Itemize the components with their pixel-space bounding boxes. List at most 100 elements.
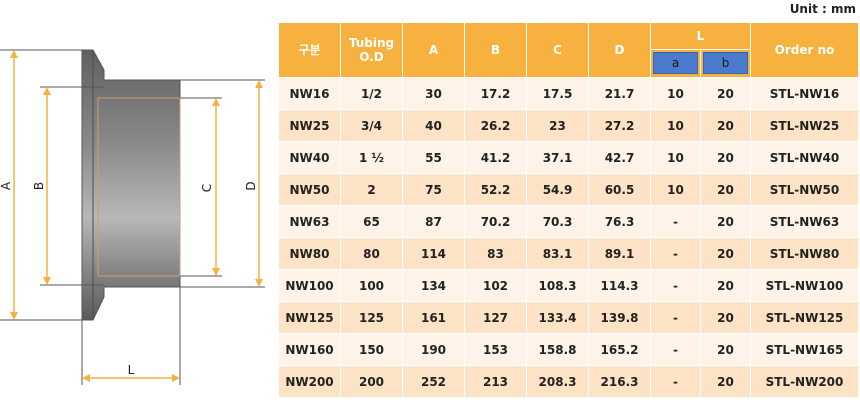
cell-tubing: 100 — [340, 269, 403, 302]
dimension-label-a: A — [0, 181, 13, 190]
cell-d: 89.1 — [588, 237, 651, 270]
cell-type: NW100 — [278, 269, 341, 302]
dimension-lines — [10, 50, 263, 382]
cell-order: STL-NW40 — [750, 141, 859, 174]
cell-la: - — [650, 333, 701, 366]
cell-b: 213 — [464, 365, 527, 398]
cell-b: 127 — [464, 301, 527, 334]
cell-order: STL-NW125 — [750, 301, 859, 334]
table-row: NW16 1/2 30 17.2 17.5 21.7 10 20 STL-NW16 — [278, 77, 859, 110]
header-tubing-od: Tubing O.D — [340, 22, 403, 78]
cell-a: 134 — [402, 269, 465, 302]
header-b: B — [464, 22, 527, 78]
header-l-b: b — [700, 49, 751, 78]
cell-type: NW200 — [278, 365, 341, 398]
table-row: NW63 65 87 70.2 70.3 76.3-20 STL-NW63 — [278, 205, 859, 238]
cell-lb: 20 — [700, 237, 751, 270]
cell-order: STL-NW165 — [750, 333, 859, 366]
cell-a: 55 — [402, 141, 465, 174]
cell-lb: 20 — [700, 333, 751, 366]
cell-lb: 20 — [700, 269, 751, 302]
cell-tubing: 1/2 — [340, 77, 403, 110]
cell-lb: 20 — [700, 365, 751, 398]
cell-type: NW80 — [278, 237, 341, 270]
table-row: NW80 80 114 83 83.1 89.1-20 STL-NW80 — [278, 237, 859, 270]
cell-d: 216.3 — [588, 365, 651, 398]
cell-a: 30 — [402, 77, 465, 110]
cell-b: 41.2 — [464, 141, 527, 174]
cell-d: 21.7 — [588, 77, 651, 110]
header-d: D — [588, 22, 651, 78]
cell-c: 133.4 — [526, 301, 589, 334]
cell-lb: 20 — [700, 109, 751, 142]
cell-type: NW160 — [278, 333, 341, 366]
cell-la: - — [650, 365, 701, 398]
ferrule-body — [81, 49, 181, 321]
cell-b: 26.2 — [464, 109, 527, 142]
cell-type: NW40 — [278, 141, 341, 174]
cell-b: 83 — [464, 237, 527, 270]
table-row: NW125 125 161 127 133.4 139.8-20 STL-NW125 — [278, 301, 859, 334]
cell-b: 52.2 — [464, 173, 527, 206]
cell-b: 153 — [464, 333, 527, 366]
cell-c: 158.8 — [526, 333, 589, 366]
dimension-label-l: L — [128, 363, 135, 377]
cell-type: NW50 — [278, 173, 341, 206]
cell-lb: 20 — [700, 173, 751, 206]
cell-type: NW125 — [278, 301, 341, 334]
cell-order: STL-NW50 — [750, 173, 859, 206]
cell-tubing: 2 — [340, 173, 403, 206]
cell-tubing: 65 — [340, 205, 403, 238]
extension-lines — [0, 49, 265, 385]
cell-order: STL-NW80 — [750, 237, 859, 270]
dimension-label-c: C — [200, 184, 214, 192]
cell-c: 23 — [526, 109, 589, 142]
cell-la: - — [650, 205, 701, 238]
cell-a: 40 — [402, 109, 465, 142]
cell-la: 10 — [650, 173, 701, 206]
header-a: A — [402, 22, 465, 78]
cell-a: 75 — [402, 173, 465, 206]
cell-la: 10 — [650, 109, 701, 142]
table-row: NW40 1 ½ 55 41.2 37.1 42.7 10 20 STL-NW40 — [278, 141, 859, 174]
cell-la: - — [650, 301, 701, 334]
header-c: C — [526, 22, 589, 78]
cell-c: 17.5 — [526, 77, 589, 110]
cell-type: NW16 — [278, 77, 341, 110]
cell-a: 161 — [402, 301, 465, 334]
cell-c: 70.3 — [526, 205, 589, 238]
unit-label: Unit : mm — [789, 2, 856, 16]
cell-lb: 20 — [700, 77, 751, 110]
cell-tubing: 1 ½ — [340, 141, 403, 174]
table-row: NW100 100 134 102 108.3 114.3-20 STL-NW100 — [278, 269, 859, 302]
cell-a: 190 — [402, 333, 465, 366]
cell-d: 76.3 — [588, 205, 651, 238]
table-row: NW25 3/4 40 26.2 23 27.2 10 20 STL-NW25 — [278, 109, 859, 142]
cell-d: 42.7 — [588, 141, 651, 174]
header-type: 구분 — [278, 22, 341, 78]
cell-lb: 20 — [700, 301, 751, 334]
cell-c: 37.1 — [526, 141, 589, 174]
table-row: NW200 200 252 213 208.3 216.3-20 STL-NW200 — [278, 365, 859, 398]
table-row: NW50 2 75 52.2 54.9 60.5 10 20 STL-NW50 — [278, 173, 859, 206]
cell-tubing: 125 — [340, 301, 403, 334]
cell-tubing: 3/4 — [340, 109, 403, 142]
cell-d: 114.3 — [588, 269, 651, 302]
cell-order: STL-NW100 — [750, 269, 859, 302]
cell-tubing: 200 — [340, 365, 403, 398]
header-l: L — [650, 22, 751, 50]
cell-order: STL-NW63 — [750, 205, 859, 238]
cell-c: 83.1 — [526, 237, 589, 270]
spec-table: 구분 Tubing O.D A B C D L Order no a b NW1… — [278, 22, 859, 398]
cell-la: 10 — [650, 77, 701, 110]
cell-lb: 20 — [700, 205, 751, 238]
cell-tubing: 80 — [340, 237, 403, 270]
dimension-label-b: B — [32, 182, 46, 190]
cell-la: 10 — [650, 141, 701, 174]
cell-d: 27.2 — [588, 109, 651, 142]
cell-lb: 20 — [700, 141, 751, 174]
ferrule-cross-section-diagram: A B C D L — [0, 49, 265, 385]
cell-la: - — [650, 269, 701, 302]
cell-order: STL-NW200 — [750, 365, 859, 398]
cell-a: 87 — [402, 205, 465, 238]
